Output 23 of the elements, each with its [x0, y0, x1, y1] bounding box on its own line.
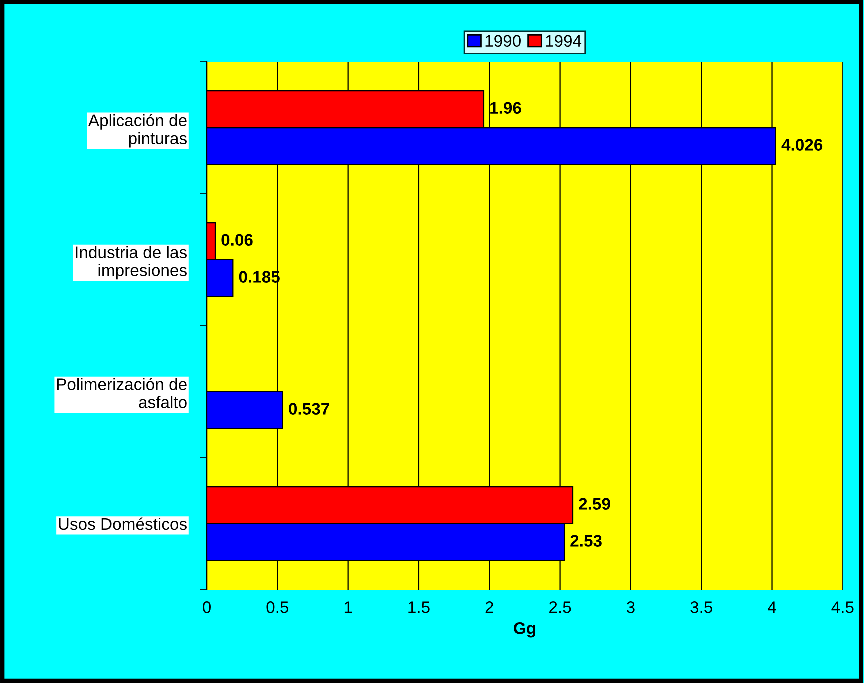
y-tick-label: Aplicación de pinturas [88, 114, 187, 148]
y-tick-label: Polimerización de asfalto [57, 378, 187, 408]
x-tick-label: 0 [203, 602, 211, 614]
x-tick-label: 3.5 [690, 602, 712, 614]
x-tick-label: 2.5 [550, 602, 572, 614]
data-label: 1.96 [490, 102, 522, 114]
data-label: 2.59 [579, 498, 610, 510]
data-label: 0.537 [289, 403, 330, 415]
data-label: 0.06 [222, 234, 253, 246]
x-tick-label: 1 [344, 602, 352, 614]
x-tick-label: 2 [486, 602, 494, 614]
x-tick-label: 4 [768, 602, 776, 614]
data-label: 2.53 [570, 535, 602, 547]
data-label: 4.026 [782, 139, 823, 151]
y-tick-label: Usos Domésticos [59, 518, 187, 530]
x-tick-label: 0.5 [266, 602, 289, 614]
x-axis-title: Gg [514, 622, 536, 638]
x-tick-label: 4.5 [832, 602, 854, 614]
legend-label: 1990 [486, 35, 521, 48]
legend-label: 1994 [546, 35, 582, 48]
x-tick-label: 1.5 [408, 602, 430, 614]
x-tick-label: 3 [626, 602, 635, 614]
y-tick-label: Industria de las impresiones [76, 246, 187, 280]
